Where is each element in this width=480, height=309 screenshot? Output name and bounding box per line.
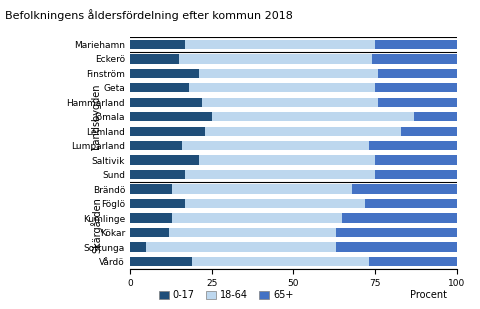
Bar [169, 228, 335, 237]
Bar [400, 126, 456, 136]
Bar [365, 199, 456, 208]
Bar [374, 155, 456, 165]
Bar [378, 98, 456, 107]
Bar [130, 112, 211, 121]
Bar [192, 257, 368, 266]
Bar [211, 112, 414, 121]
Bar [130, 98, 202, 107]
Bar [130, 170, 185, 180]
Bar [172, 214, 342, 223]
Bar [130, 155, 198, 165]
Bar [130, 214, 172, 223]
Bar [185, 40, 374, 49]
Bar [198, 155, 374, 165]
Bar [185, 170, 374, 180]
Text: Skärgården: Skärgården [90, 197, 102, 253]
Text: Procent: Procent [409, 290, 446, 300]
Bar [185, 199, 365, 208]
Bar [374, 40, 456, 49]
Bar [130, 242, 146, 252]
Bar [130, 141, 182, 150]
Bar [374, 170, 456, 180]
Bar [188, 83, 374, 92]
Bar [130, 69, 198, 78]
Bar [204, 126, 400, 136]
Text: Befolkningens åldersfördelning efter kommun 2018: Befolkningens åldersfördelning efter kom… [5, 9, 292, 21]
Bar [371, 54, 456, 64]
Bar [198, 69, 378, 78]
Bar [414, 112, 456, 121]
Bar [172, 184, 351, 194]
Legend: 0-17, 18-64, 65+: 0-17, 18-64, 65+ [155, 286, 297, 304]
Bar [351, 184, 456, 194]
Text: Landsbygden: Landsbygden [91, 84, 101, 150]
Bar [130, 257, 192, 266]
Bar [179, 54, 371, 64]
Bar [130, 54, 179, 64]
Bar [368, 141, 456, 150]
Bar [130, 184, 172, 194]
Bar [202, 98, 378, 107]
Bar [130, 126, 204, 136]
Bar [130, 199, 185, 208]
Bar [130, 83, 188, 92]
Bar [130, 228, 169, 237]
Bar [368, 257, 456, 266]
Bar [374, 83, 456, 92]
Bar [146, 242, 335, 252]
Bar [335, 228, 456, 237]
Bar [342, 214, 456, 223]
Bar [335, 242, 456, 252]
Bar [378, 69, 456, 78]
Bar [182, 141, 368, 150]
Bar [130, 40, 185, 49]
